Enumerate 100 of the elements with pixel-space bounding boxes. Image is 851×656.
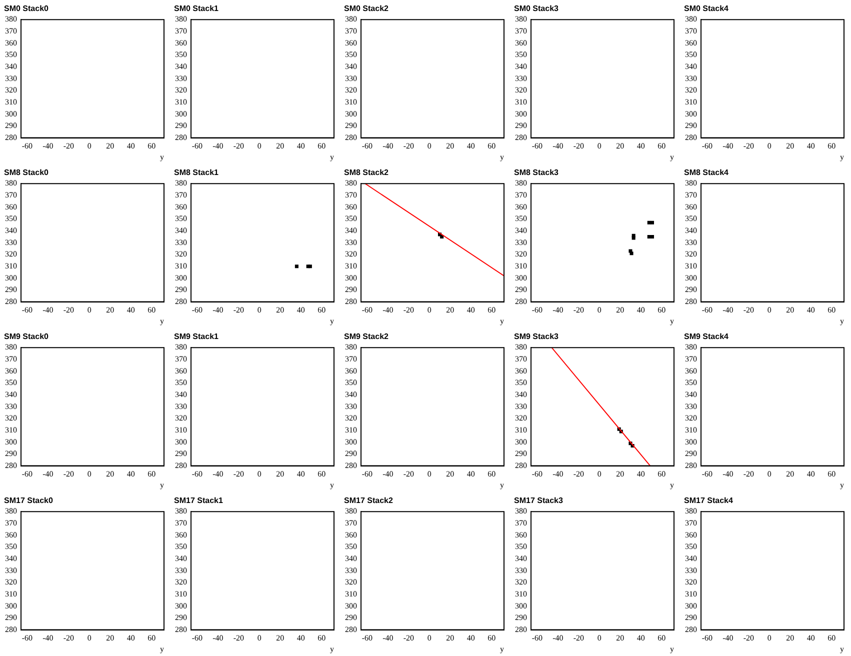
x-axis-title: y	[500, 644, 504, 654]
y-tick-label: 310	[5, 261, 17, 270]
x-axis-title: y	[330, 316, 334, 326]
x-tick-label: 0	[427, 142, 432, 151]
y-tick-label: 350	[515, 214, 527, 224]
x-tick-label: -40	[42, 470, 54, 479]
x-tick-label: -40	[42, 634, 54, 643]
x-tick-label: 0	[767, 306, 772, 315]
x-axis-title: y	[840, 480, 844, 490]
y-tick-label: 280	[5, 460, 17, 470]
y-tick-label: 300	[5, 273, 17, 282]
x-tick-label: 20	[616, 470, 624, 479]
y-tick-label: 310	[175, 425, 187, 434]
y-tick-label: 380	[5, 14, 17, 24]
y-tick-label: 310	[5, 425, 17, 434]
y-tick-label: 350	[515, 378, 527, 388]
y-tick-label: 280	[515, 132, 527, 142]
y-tick-label: 380	[345, 14, 357, 24]
x-tick-label: 20	[786, 634, 794, 643]
x-axis-title: y	[500, 480, 504, 490]
y-tick-label: 320	[345, 578, 357, 587]
y-tick-label: 370	[5, 518, 17, 528]
y-tick-label: 340	[515, 554, 527, 563]
y-tick-label: 380	[5, 178, 17, 188]
y-tick-label: 300	[515, 437, 527, 446]
y-tick-label: 330	[515, 566, 527, 575]
x-tick-label: 40	[806, 470, 815, 479]
y-tick-label: 300	[685, 109, 697, 118]
x-tick-label: 60	[828, 142, 836, 151]
x-tick-label: 0	[427, 306, 432, 315]
chart-title: SM17 Stack0	[4, 496, 54, 506]
x-tick-label: -60	[362, 142, 373, 151]
y-tick-label: 370	[685, 26, 697, 36]
y-tick-label: 300	[685, 273, 697, 282]
x-tick-label: 40	[636, 306, 645, 315]
y-tick-label: 380	[515, 342, 527, 352]
y-tick-label: 340	[685, 62, 697, 71]
y-tick-label: 360	[685, 366, 697, 376]
x-tick-label: 20	[276, 306, 284, 315]
x-tick-label: 20	[786, 470, 794, 479]
y-tick-label: 320	[175, 86, 187, 95]
y-tick-label: 300	[515, 109, 527, 118]
y-tick-label: 330	[685, 566, 697, 575]
chart-title: SM9 Stack0	[4, 332, 50, 342]
y-tick-label: 370	[345, 26, 357, 36]
y-tick-label: 320	[175, 578, 187, 587]
x-tick-label: 40	[806, 306, 815, 315]
x-tick-label: -40	[722, 306, 734, 315]
x-tick-label: 20	[446, 142, 454, 151]
x-tick-label: 60	[318, 142, 326, 151]
chart-title: SM9 Stack2	[344, 332, 390, 342]
y-tick-label: 280	[345, 624, 357, 634]
y-tick-label: 360	[515, 202, 527, 212]
y-tick-label: 360	[345, 38, 357, 48]
y-tick-label: 280	[175, 624, 187, 634]
y-tick-label: 320	[685, 414, 697, 423]
x-tick-label: 60	[488, 306, 496, 315]
y-tick-label: 280	[515, 460, 527, 470]
x-tick-label: -20	[743, 634, 754, 643]
y-tick-label: 380	[175, 14, 187, 24]
x-axis-title: y	[840, 644, 844, 654]
chart-title: SM8 Stack4	[684, 168, 730, 178]
x-tick-label: 60	[488, 634, 496, 643]
y-tick-label: 310	[345, 425, 357, 434]
x-tick-label: -60	[532, 470, 543, 479]
y-tick-label: 360	[515, 38, 527, 48]
y-tick-label: 350	[175, 378, 187, 388]
y-tick-label: 350	[175, 542, 187, 552]
x-tick-label: 60	[318, 306, 326, 315]
y-tick-label: 350	[5, 214, 17, 224]
y-tick-label: 370	[5, 190, 17, 200]
y-tick-label: 300	[345, 437, 357, 446]
x-tick-label: 40	[296, 470, 305, 479]
y-tick-label: 370	[175, 518, 187, 528]
x-tick-label: 20	[106, 142, 114, 151]
y-tick-label: 320	[685, 250, 697, 259]
y-tick-label: 340	[345, 554, 357, 563]
y-tick-label: 380	[515, 14, 527, 24]
y-tick-label: 320	[685, 578, 697, 587]
y-tick-label: 300	[175, 437, 187, 446]
y-tick-label: 350	[345, 542, 357, 552]
chart-title: SM17 Stack3	[514, 496, 564, 506]
y-tick-label: 330	[5, 74, 17, 83]
y-tick-label: 370	[345, 354, 357, 364]
x-tick-label: 0	[767, 142, 772, 151]
chart-title: SM8 Stack0	[4, 168, 50, 178]
y-tick-label: 320	[515, 86, 527, 95]
chart-title: SM9 Stack1	[174, 332, 220, 342]
y-tick-label: 380	[685, 178, 697, 188]
y-tick-label: 360	[345, 366, 357, 376]
x-tick-label: -20	[573, 142, 584, 151]
x-tick-label: 0	[597, 306, 602, 315]
y-tick-label: 290	[685, 285, 697, 294]
y-tick-label: 380	[515, 178, 527, 188]
x-tick-label: -60	[192, 634, 203, 643]
point	[650, 235, 654, 239]
x-tick-label: -40	[382, 634, 394, 643]
y-tick-label: 290	[5, 613, 17, 622]
x-tick-label: -20	[573, 470, 584, 479]
y-tick-label: 320	[5, 414, 17, 423]
